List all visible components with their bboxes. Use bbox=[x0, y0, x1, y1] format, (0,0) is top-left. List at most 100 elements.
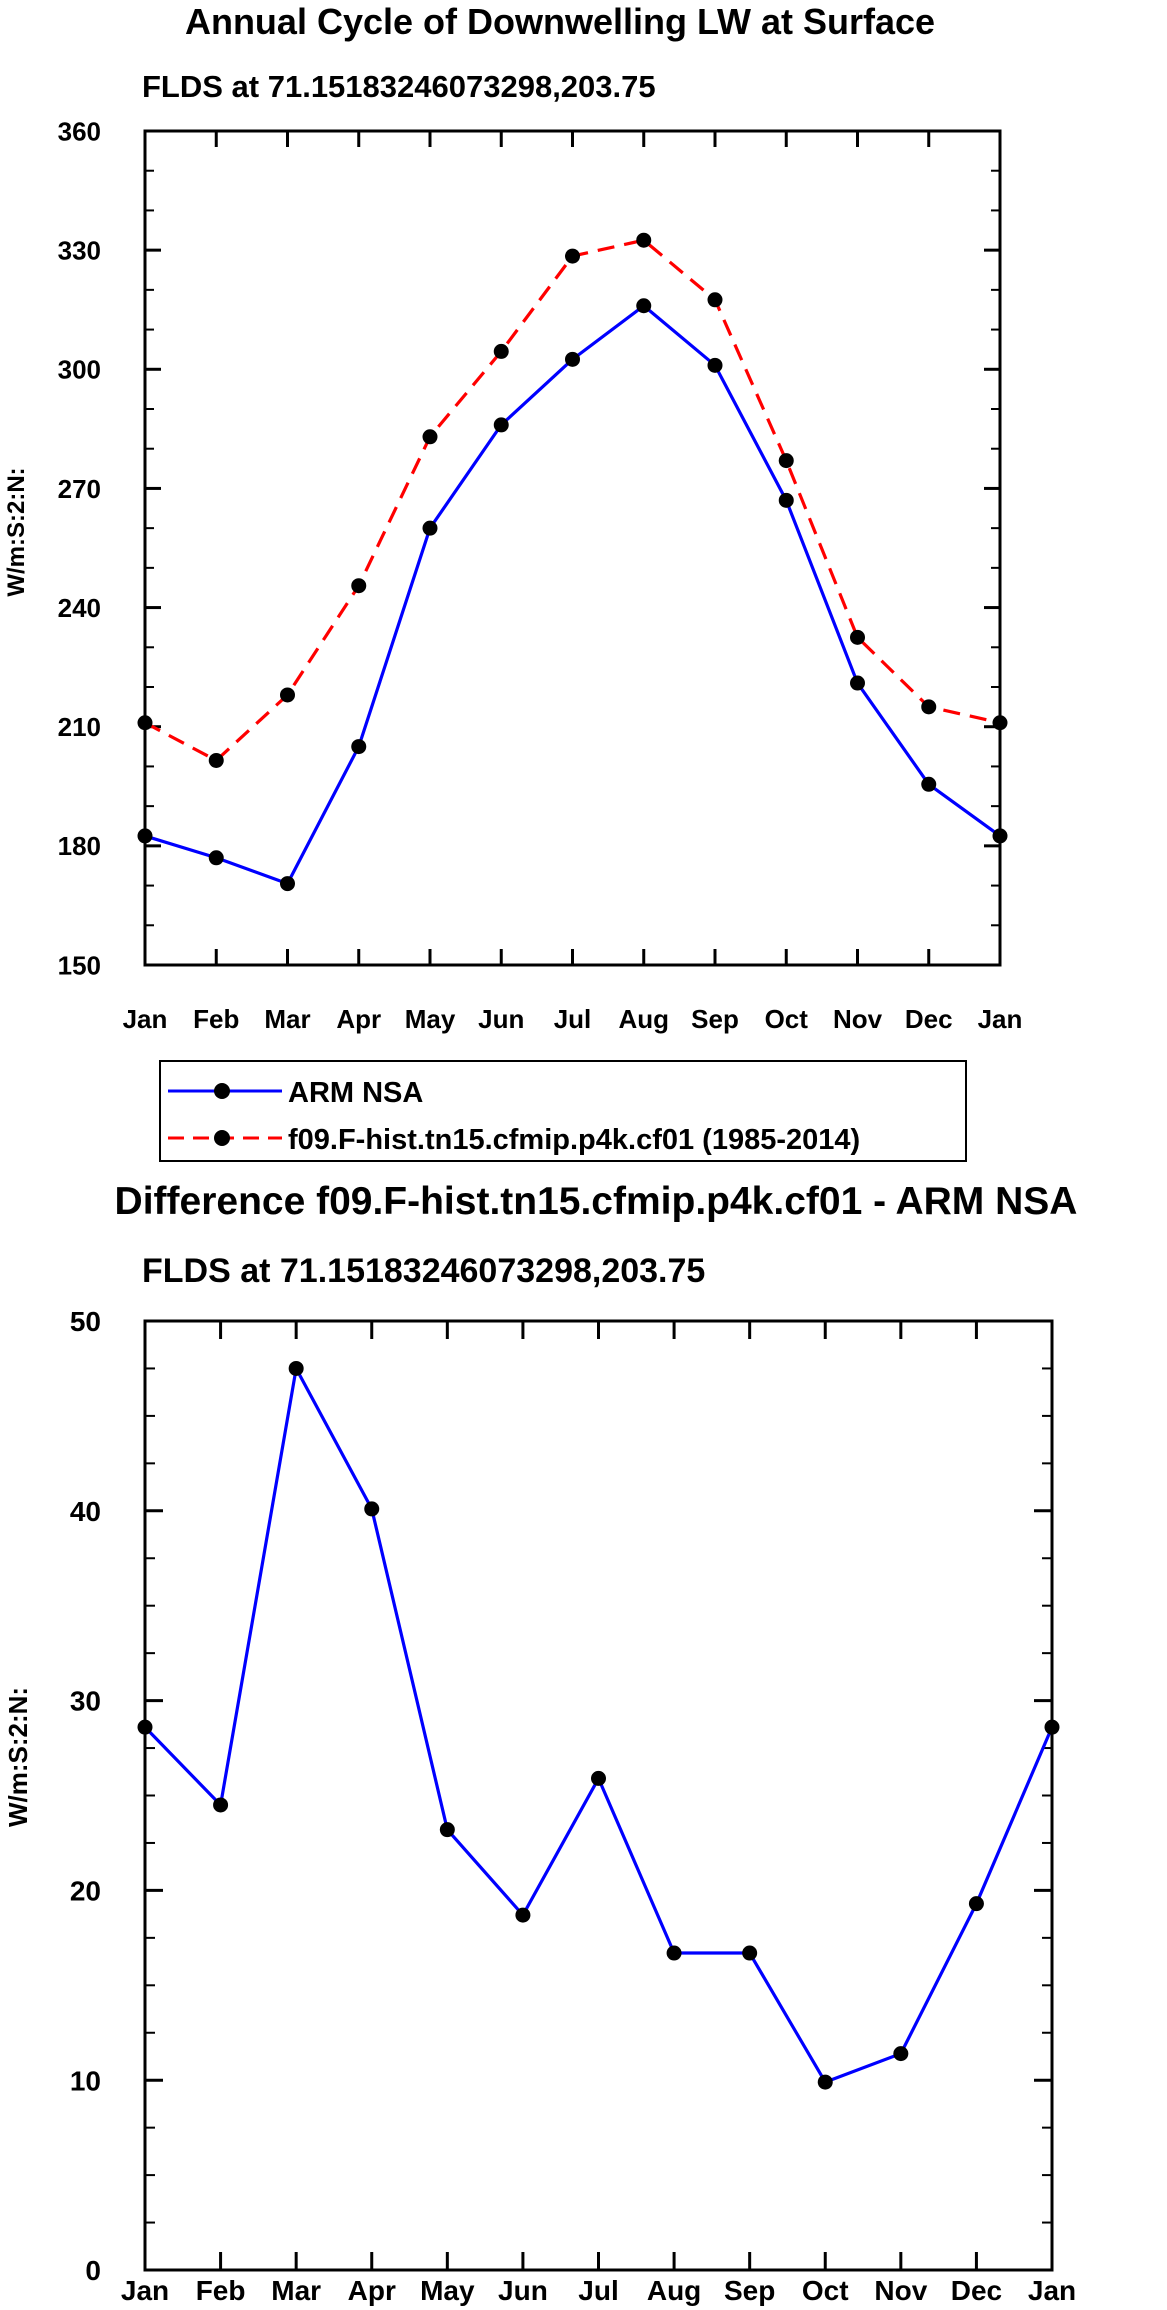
chart1-series-2-point bbox=[636, 232, 652, 248]
chart2-series-group bbox=[137, 1360, 1060, 2090]
chart1-title: Annual Cycle of Downwelling LW at Surfac… bbox=[185, 1, 935, 42]
chart2-x-tick-label: Jan bbox=[1028, 2275, 1076, 2306]
chart1-series-1-point bbox=[992, 828, 1008, 844]
chart2-y-axis-label: W/m:S:2:N: bbox=[3, 1687, 33, 1827]
chart1-y-axis-label: W/m:S:2:N: bbox=[3, 467, 30, 596]
chart2-x-tick-label: Sep bbox=[724, 2275, 775, 2306]
chart1-x-axis: Jan Feb Mar Apr May Jun Jul Aug Sep Oct Nov Dec Jan bbox=[123, 131, 1023, 1034]
chart1-x-tick-label: Apr bbox=[336, 1004, 381, 1034]
chart2-x-tick-label: Feb bbox=[196, 2275, 246, 2306]
chart1-x-tick-label: Jun bbox=[478, 1004, 524, 1034]
chart1-series-2-point bbox=[208, 752, 224, 768]
chart1-y-tick-label: 150 bbox=[58, 950, 101, 980]
chart1-x-tick-label: Aug bbox=[618, 1004, 669, 1034]
chart2-y-tick-label: 50 bbox=[70, 1306, 101, 1337]
chart2-x-tick-label: Jun bbox=[498, 2275, 548, 2306]
chart2-y-tick-label: 10 bbox=[70, 2065, 101, 2096]
chart2-x-tick-label: Jan bbox=[121, 2275, 169, 2306]
chart1-y-tick-label: 240 bbox=[58, 593, 101, 623]
chart1-y-tick-label: 210 bbox=[58, 712, 101, 742]
chart2-series-1-point bbox=[439, 1822, 455, 1838]
chart2-series-1-point bbox=[817, 2074, 833, 2090]
chart1-series-1-point bbox=[422, 520, 438, 536]
chart2-series-1-point bbox=[742, 1945, 758, 1961]
chart2-series-1-point bbox=[137, 1719, 153, 1735]
chart2-y-tick-label: 0 bbox=[85, 2255, 101, 2286]
chart2-series-1-point bbox=[364, 1501, 380, 1517]
chart2-series-line-1 bbox=[143, 1366, 1054, 2084]
chart1-subtitle: FLDS at 71.15183246073298,203.75 bbox=[142, 69, 656, 104]
chart1-series-1-point bbox=[850, 675, 865, 691]
chart1-y-tick-label: 270 bbox=[58, 474, 101, 504]
chart2-y-tick-label: 20 bbox=[70, 1875, 101, 1906]
chart1-y-tick-label: 180 bbox=[58, 831, 101, 861]
chart2-series-1-point bbox=[666, 1945, 682, 1961]
chart1-series-1-point bbox=[636, 298, 652, 314]
chart1-series-2-point bbox=[565, 248, 580, 264]
chart2-x-tick-label: Nov bbox=[874, 2275, 927, 2306]
chart1-x-tick-label: Oct bbox=[765, 1004, 809, 1034]
chart2-series-1-point bbox=[968, 1896, 984, 1912]
chart2-x-tick-label: Dec bbox=[951, 2275, 1002, 2306]
chart2-y-axis: 0 10 20 30 40 50 bbox=[70, 1306, 1052, 2286]
chart1-x-tick-label: Feb bbox=[193, 1004, 239, 1034]
chart2-series-1-point bbox=[893, 2046, 909, 2062]
chart2-x-tick-label: May bbox=[420, 2275, 475, 2306]
chart1-series-2-point bbox=[921, 699, 937, 715]
chart1-series-2-point bbox=[992, 715, 1008, 731]
chart2-y-tick-label: 40 bbox=[70, 1496, 101, 1527]
chart1-series-1-point bbox=[565, 351, 580, 367]
legend-marker-model bbox=[214, 1130, 230, 1146]
chart1-x-tick-label: Dec bbox=[905, 1004, 953, 1034]
chart2-x-tick-label: Mar bbox=[271, 2275, 321, 2306]
legend-entry-model: f09.F-hist.tn15.cfmip.p4k.cf01 (1985-201… bbox=[168, 1124, 860, 1156]
chart1-series-1-point bbox=[137, 828, 153, 844]
chart1-series-1-point bbox=[707, 357, 723, 373]
chart1-x-tick-label: Nov bbox=[833, 1004, 883, 1034]
chart1-x-tick-label: Jul bbox=[554, 1004, 592, 1034]
chart1-series-2-point bbox=[422, 429, 438, 445]
chart2-x-tick-label: Jul bbox=[578, 2275, 618, 2306]
legend-marker-arm-nsa bbox=[214, 1083, 230, 1099]
chart1-x-tick-label: Mar bbox=[264, 1004, 310, 1034]
chart1-series-line-1 bbox=[144, 304, 1001, 886]
chart1-series-2-point bbox=[493, 343, 509, 359]
chart1-series-1-point bbox=[493, 417, 509, 433]
chart1-x-tick-label: May bbox=[405, 1004, 456, 1034]
legend-entry-arm-nsa: ARM NSA bbox=[168, 1077, 423, 1109]
chart2-x-tick-label: Apr bbox=[348, 2275, 396, 2306]
chart2-x-axis: Jan Feb Mar Apr May Jun Jul Aug Sep Oct Nov Dec Jan bbox=[121, 1321, 1076, 2306]
chart1-series-2-point bbox=[778, 453, 794, 469]
chart1-series-group bbox=[137, 232, 1008, 892]
chart1-series-2-point bbox=[850, 629, 865, 645]
legend-label-arm-nsa: ARM NSA bbox=[288, 1077, 423, 1109]
chart1-series-1-point bbox=[778, 492, 794, 508]
chart2-x-tick-label: Oct bbox=[802, 2275, 849, 2306]
chart2-series-1-point bbox=[591, 1770, 606, 1786]
chart2-y-tick-label: 30 bbox=[70, 1686, 101, 1717]
chart2-title: Difference f09.F-hist.tn15.cfmip.p4k.cf0… bbox=[115, 1180, 1078, 1223]
chart1-y-axis: 150 180 210 240 270 300 330 360 bbox=[58, 116, 1000, 980]
chart1-series-2-point bbox=[351, 578, 367, 594]
chart2-series-1-point bbox=[1044, 1719, 1060, 1735]
chart1-series-1-point bbox=[280, 876, 295, 892]
chart2-x-tick-label: Aug bbox=[647, 2275, 701, 2306]
chart1-y-tick-label: 300 bbox=[58, 355, 101, 385]
chart1-x-tick-label: Sep bbox=[691, 1004, 739, 1034]
chart2-subtitle: FLDS at 71.15183246073298,203.75 bbox=[142, 1252, 705, 1290]
chart1-series-1-point bbox=[351, 739, 367, 755]
chart1-legend-box bbox=[159, 1060, 967, 1162]
chart1-series-2-point bbox=[280, 687, 295, 703]
chart1-y-tick-label: 330 bbox=[58, 236, 101, 266]
chart1-series-line-2 bbox=[144, 238, 1001, 763]
chart1-series-2-point bbox=[707, 292, 723, 308]
chart1-x-tick-label: Jan bbox=[978, 1004, 1023, 1034]
chart2-series-1-point bbox=[288, 1360, 304, 1376]
chart2-series-1-point bbox=[515, 1907, 531, 1923]
legend-label-model: f09.F-hist.tn15.cfmip.p4k.cf01 (1985-201… bbox=[288, 1124, 860, 1156]
chart1-series-1-point bbox=[921, 776, 937, 792]
chart1-y-tick-label: 360 bbox=[58, 116, 101, 146]
chart1-series-2-point bbox=[137, 715, 153, 731]
chart2-series-1-point bbox=[213, 1797, 229, 1813]
